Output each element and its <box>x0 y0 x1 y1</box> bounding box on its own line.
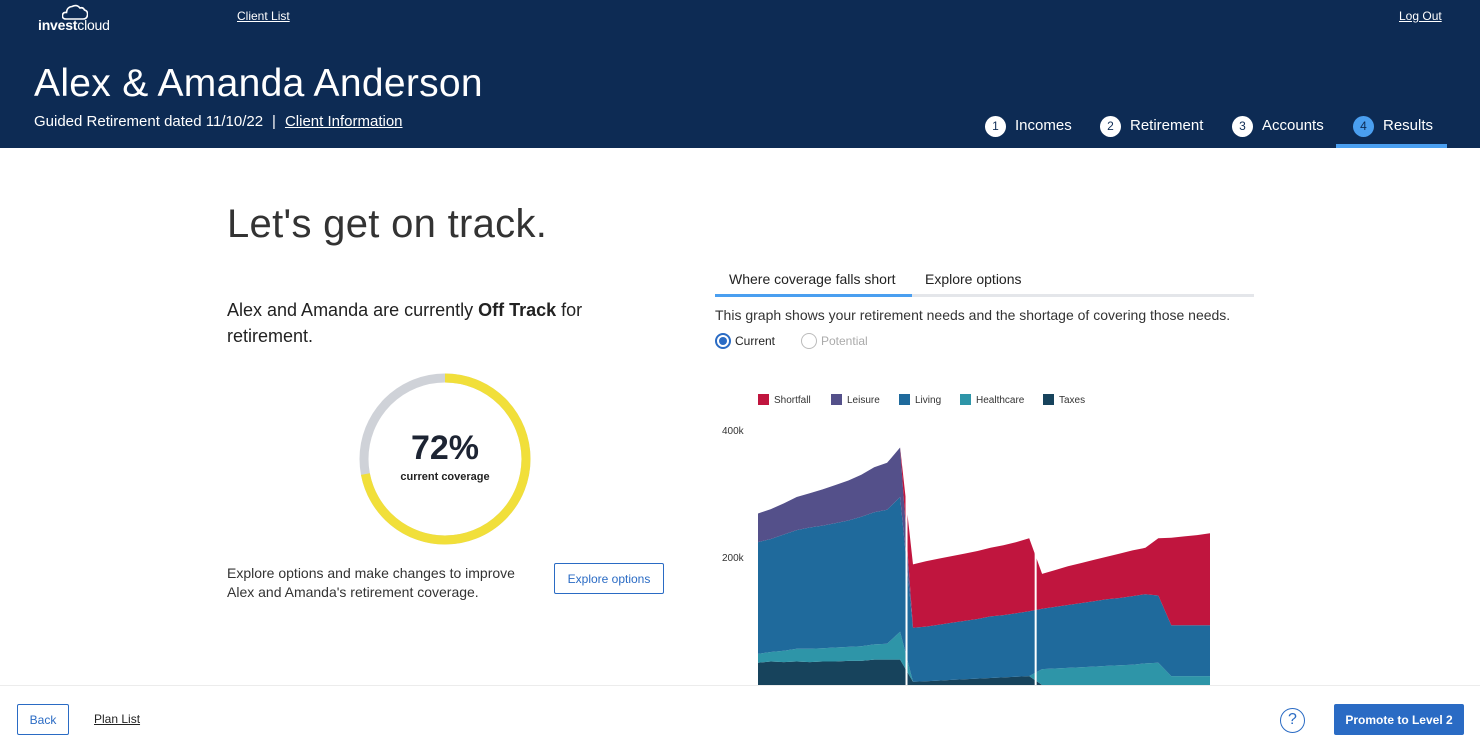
area-healthcare <box>758 631 1210 685</box>
tab-coverage-falls-short[interactable]: Where coverage falls short <box>729 271 896 287</box>
chart-legend: Shortfall Leisure Living Healthcare Taxes <box>758 394 1085 406</box>
chart-dividers <box>905 431 1037 685</box>
radio-circle <box>801 333 817 349</box>
legend-swatch-healthcare <box>960 394 971 405</box>
coverage-area-chart: Shortfall Leisure Living Healthcare Taxes 40… <box>722 394 1210 685</box>
page-headline: Let's get on track. <box>227 202 548 246</box>
explore-description: Explore options and make changes to impr… <box>227 565 515 600</box>
y-tick-label: 200k <box>722 553 745 564</box>
tabs-baseline <box>715 294 1254 297</box>
step-label: Retirement <box>1130 117 1204 134</box>
area-taxes <box>758 659 1210 685</box>
chart-description: This graph shows your retirement needs a… <box>715 307 1231 323</box>
tab-explore-options[interactable]: Explore options <box>925 271 1022 287</box>
area-leisure <box>758 447 1210 628</box>
radio-circle <box>715 333 731 349</box>
step-label: Accounts <box>1262 117 1324 134</box>
legend-label-taxes: Taxes <box>1059 395 1085 406</box>
step-number-badge: 4 <box>1353 116 1374 137</box>
legend-swatch-taxes <box>1043 394 1054 405</box>
subtitle-separator: | <box>272 113 276 130</box>
step-label: Results <box>1383 117 1434 134</box>
step-number-badge: 3 <box>1232 116 1253 137</box>
chart-areas <box>758 447 1210 685</box>
footer-bar: Back Plan List ? Promote to Level 2 <box>0 685 1480 754</box>
cloud-icon <box>62 4 88 20</box>
explore-options-button[interactable]: Explore options <box>554 563 664 594</box>
legend-label-healthcare: Healthcare <box>976 395 1025 406</box>
area-living <box>758 497 1210 682</box>
radio-label: Current <box>735 334 776 348</box>
plan-subtitle: Guided Retirement dated 11/10/22 | Client … <box>34 113 403 130</box>
step-label: Incomes <box>1015 117 1072 134</box>
coverage-ring <box>359 373 531 545</box>
client-information-link[interactable]: Client Information <box>284 113 403 130</box>
promote-to-level-2-button[interactable]: Promote to Level 2 <box>1334 704 1464 735</box>
active-tab-indicator <box>715 294 912 297</box>
logout-link[interactable]: Log Out <box>1399 9 1442 23</box>
radio-label: Potential <box>821 334 868 348</box>
legend-swatch-leisure <box>831 394 842 405</box>
area-shortfall <box>758 447 1210 628</box>
legend-label-shortfall: Shortfall <box>774 395 811 406</box>
logo-wordmark: investcloud <box>38 17 110 33</box>
client-list-link[interactable]: Client List <box>237 9 290 23</box>
coverage-percent: 72% <box>410 429 480 467</box>
investcloud-logo[interactable]: investcloud <box>38 4 114 34</box>
legend-label-living: Living <box>915 395 941 406</box>
plan-date-text: Guided Retirement dated 11/10/22 <box>34 113 264 130</box>
coverage-label: current coverage <box>400 471 490 483</box>
off-track-label: Off Track <box>478 300 557 320</box>
step-number-badge: 2 <box>1100 116 1121 137</box>
coverage-gauge: 72% current coverage <box>357 371 533 547</box>
track-status-text: Alex and Amanda are currently Off Track … <box>227 300 583 346</box>
top-header: investcloud Client List Log Out Alex & A… <box>0 0 1480 148</box>
step-number-badge: 1 <box>985 116 1006 137</box>
plan-list-link[interactable]: Plan List <box>94 712 141 726</box>
legend-label-leisure: Leisure <box>847 395 880 406</box>
y-axis-ticks: 400k 200k <box>722 426 745 564</box>
legend-swatch-living <box>899 394 910 405</box>
legend-swatch-shortfall <box>758 394 769 405</box>
help-icon[interactable]: ? <box>1280 708 1305 733</box>
active-step-indicator <box>1336 144 1447 148</box>
step-navigation: 1 Incomes 2 Retirement 3 Accounts 4 Resu… <box>0 110 1480 148</box>
gauge-fill-arc <box>359 373 531 545</box>
y-tick-label: 400k <box>722 426 745 437</box>
client-name-title: Alex & Amanda Anderson <box>34 62 483 105</box>
back-button[interactable]: Back <box>17 704 69 735</box>
